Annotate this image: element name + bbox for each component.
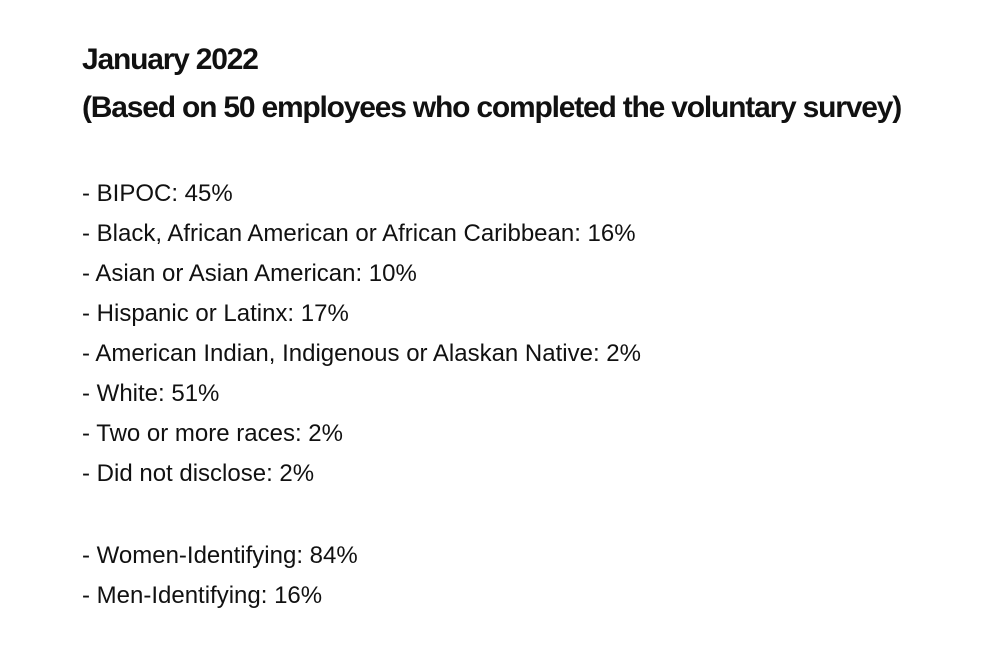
- list-item: - Asian or Asian American: 10%: [82, 260, 417, 287]
- list-item: - Hispanic or Latinx: 17%: [82, 300, 349, 327]
- list-item: - BIPOC: 45%: [82, 180, 233, 207]
- list-item: - Black, African American or African Car…: [82, 220, 636, 247]
- page-title: January 2022: [82, 43, 259, 76]
- gender-list: - Women-Identifying: 84% - Men-Identifyi…: [82, 536, 982, 616]
- list-item: - Women-Identifying: 84%: [82, 542, 358, 569]
- race-ethnicity-list: - BIPOC: 45% - Black, African American o…: [82, 174, 982, 494]
- page-subtitle: (Based on 50 employees who completed the…: [82, 91, 902, 124]
- list-item: - American Indian, Indigenous or Alaskan…: [82, 340, 641, 367]
- list-item: - Two or more races: 2%: [82, 420, 343, 447]
- list-item: - White: 51%: [82, 380, 220, 407]
- survey-summary: January 2022 (Based on 50 employees who …: [82, 36, 982, 616]
- list-item: - Did not disclose: 2%: [82, 460, 315, 487]
- list-item: - Men-Identifying: 16%: [82, 582, 323, 609]
